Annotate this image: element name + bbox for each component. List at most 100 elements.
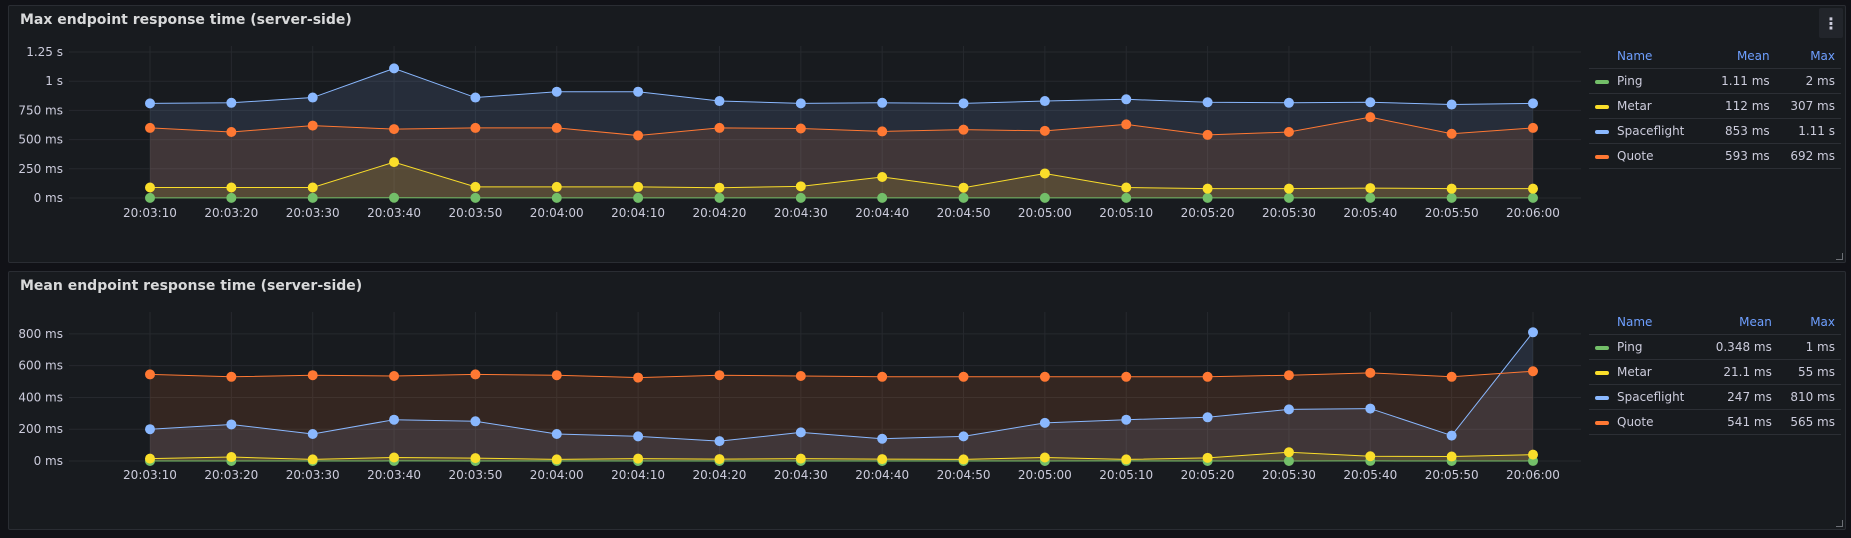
panel-resize-handle[interactable] — [1836, 520, 1843, 527]
x-tick-label: 20:06:00 — [1506, 468, 1560, 482]
data-point-metar — [1365, 183, 1376, 194]
panel-menu-button[interactable]: ⋮ — [1819, 8, 1843, 38]
data-point-ping — [714, 192, 725, 203]
legend-row-metar[interactable]: Metar 112 ms 307 ms — [1589, 93, 1841, 119]
data-point-quote — [1283, 370, 1294, 381]
legend-header-max[interactable]: Max — [1777, 310, 1841, 335]
series-line-spaceflight — [149, 331, 1534, 442]
data-point-spaceflight — [470, 92, 481, 103]
data-point-metar — [1365, 451, 1376, 462]
y-tick-label: 200 ms — [18, 422, 63, 436]
data-point-metar — [1039, 168, 1050, 179]
legend-max-value: 2 ms — [1775, 68, 1841, 94]
data-point-ping — [1365, 192, 1376, 203]
x-tick-label: 20:05:10 — [1099, 206, 1153, 220]
data-point-quote — [958, 124, 969, 135]
data-point-spaceflight — [307, 92, 318, 103]
x-tick-label: 20:03:50 — [448, 468, 502, 482]
panel-resize-handle[interactable] — [1836, 253, 1843, 260]
data-point-spaceflight — [1283, 97, 1294, 108]
legend-header-mean[interactable]: Mean — [1701, 310, 1778, 335]
data-point-spaceflight — [1121, 414, 1132, 425]
data-point-metar — [795, 181, 806, 192]
data-point-spaceflight — [633, 86, 644, 97]
legend-row-quote[interactable]: Quote 541 ms 565 ms — [1589, 409, 1841, 435]
legend-header-mean[interactable]: Mean — [1705, 44, 1776, 69]
data-point-metar — [1121, 182, 1132, 193]
data-point-spaceflight — [1202, 412, 1213, 423]
x-tick-label: 20:03:10 — [123, 468, 177, 482]
kebab-menu-icon: ⋮ — [1823, 13, 1839, 33]
legend-row-spaceflight[interactable]: Spaceflight 247 ms 810 ms — [1589, 384, 1841, 410]
data-point-ping — [145, 192, 155, 203]
x-tick-label: 20:05:20 — [1181, 468, 1235, 482]
y-tick-label: 1 s — [45, 74, 63, 88]
data-point-quote — [1446, 371, 1457, 382]
legend-header-name[interactable]: Name — [1589, 44, 1706, 69]
data-point-quote — [1528, 122, 1538, 133]
legend-row-ping[interactable]: Ping 1.11 ms 2 ms — [1589, 68, 1841, 94]
data-point-metar — [877, 171, 888, 182]
data-point-spaceflight — [145, 98, 155, 109]
panel-max-response-time: Max endpoint response time (server-side)… — [8, 5, 1846, 263]
panel-title[interactable]: Max endpoint response time (server-side) — [20, 12, 352, 28]
data-point-ping — [226, 192, 237, 203]
panel-title[interactable]: Mean endpoint response time (server-side… — [20, 278, 363, 294]
data-point-quote — [1365, 112, 1376, 123]
series-line-metar — [149, 451, 1534, 460]
data-point-ping — [958, 192, 969, 203]
data-point-spaceflight — [877, 97, 888, 108]
x-tick-label: 20:05:40 — [1343, 206, 1397, 220]
y-tick-label: 0 ms — [34, 454, 63, 468]
legend-mean-value: 0.348 ms — [1701, 334, 1778, 360]
data-point-metar — [1202, 452, 1213, 463]
x-tick-label: 20:05:30 — [1262, 468, 1316, 482]
data-point-metar — [226, 452, 237, 463]
legend-row-spaceflight[interactable]: Spaceflight 853 ms 1.11 s — [1589, 118, 1841, 144]
legend-row-metar[interactable]: Metar 21.1 ms 55 ms — [1589, 359, 1841, 385]
data-point-metar — [145, 453, 155, 464]
legend-series-name: Ping — [1617, 74, 1643, 88]
y-tick-label: 500 ms — [18, 133, 63, 147]
data-point-metar — [633, 453, 644, 464]
data-point-ping — [307, 192, 318, 203]
legend-row-ping[interactable]: Ping 0.348 ms 1 ms — [1589, 334, 1841, 360]
legend-mean-value: 853 ms — [1705, 118, 1776, 144]
legend-header-max[interactable]: Max — [1775, 44, 1841, 69]
x-tick-label: 20:03:40 — [367, 468, 421, 482]
data-point-metar — [307, 454, 318, 465]
data-point-quote — [1121, 371, 1132, 382]
panel-mean-response-time: Mean endpoint response time (server-side… — [8, 271, 1846, 530]
data-point-quote — [1283, 127, 1294, 138]
data-point-quote — [551, 370, 562, 381]
chart-max-response-time[interactable]: 0 ms 250 ms 500 ms 750 ms 1 s 1.25 s 20:03:10 2… — [9, 6, 1589, 264]
x-tick-label: 20:03:20 — [204, 206, 258, 220]
data-point-metar — [1283, 183, 1294, 194]
legend-max-value: 692 ms — [1775, 143, 1841, 169]
data-point-quote — [1039, 371, 1050, 382]
legend-mean-response-time: Name Mean Max Ping 0.348 ms 1 ms Metar 2… — [1589, 310, 1841, 435]
x-tick-label: 20:04:40 — [855, 206, 909, 220]
chart-mean-response-time[interactable]: 0 ms 200 ms 400 ms 600 ms 800 ms 20:03:10 20:0… — [9, 272, 1589, 531]
data-point-metar — [958, 454, 969, 465]
data-point-quote — [714, 370, 725, 381]
data-point-metar — [958, 182, 969, 193]
y-tick-label: 600 ms — [18, 359, 63, 373]
data-point-metar — [1528, 183, 1538, 194]
y-tick-label: 400 ms — [18, 390, 63, 404]
data-point-ping — [1528, 192, 1538, 203]
y-tick-label: 0 ms — [34, 191, 63, 205]
data-point-metar — [551, 454, 562, 465]
data-point-ping — [1283, 455, 1294, 466]
data-point-quote — [470, 369, 481, 380]
data-point-quote — [145, 369, 155, 380]
x-tick-label: 20:04:30 — [774, 206, 828, 220]
data-point-spaceflight — [1283, 404, 1294, 415]
data-point-metar — [226, 182, 237, 193]
data-point-metar — [470, 181, 481, 192]
data-point-spaceflight — [1202, 97, 1213, 108]
legend-row-quote[interactable]: Quote 593 ms 692 ms — [1589, 143, 1841, 169]
legend-max-value: 1 ms — [1777, 334, 1841, 360]
legend-header-name[interactable]: Name — [1589, 310, 1702, 335]
data-point-quote — [795, 123, 806, 134]
